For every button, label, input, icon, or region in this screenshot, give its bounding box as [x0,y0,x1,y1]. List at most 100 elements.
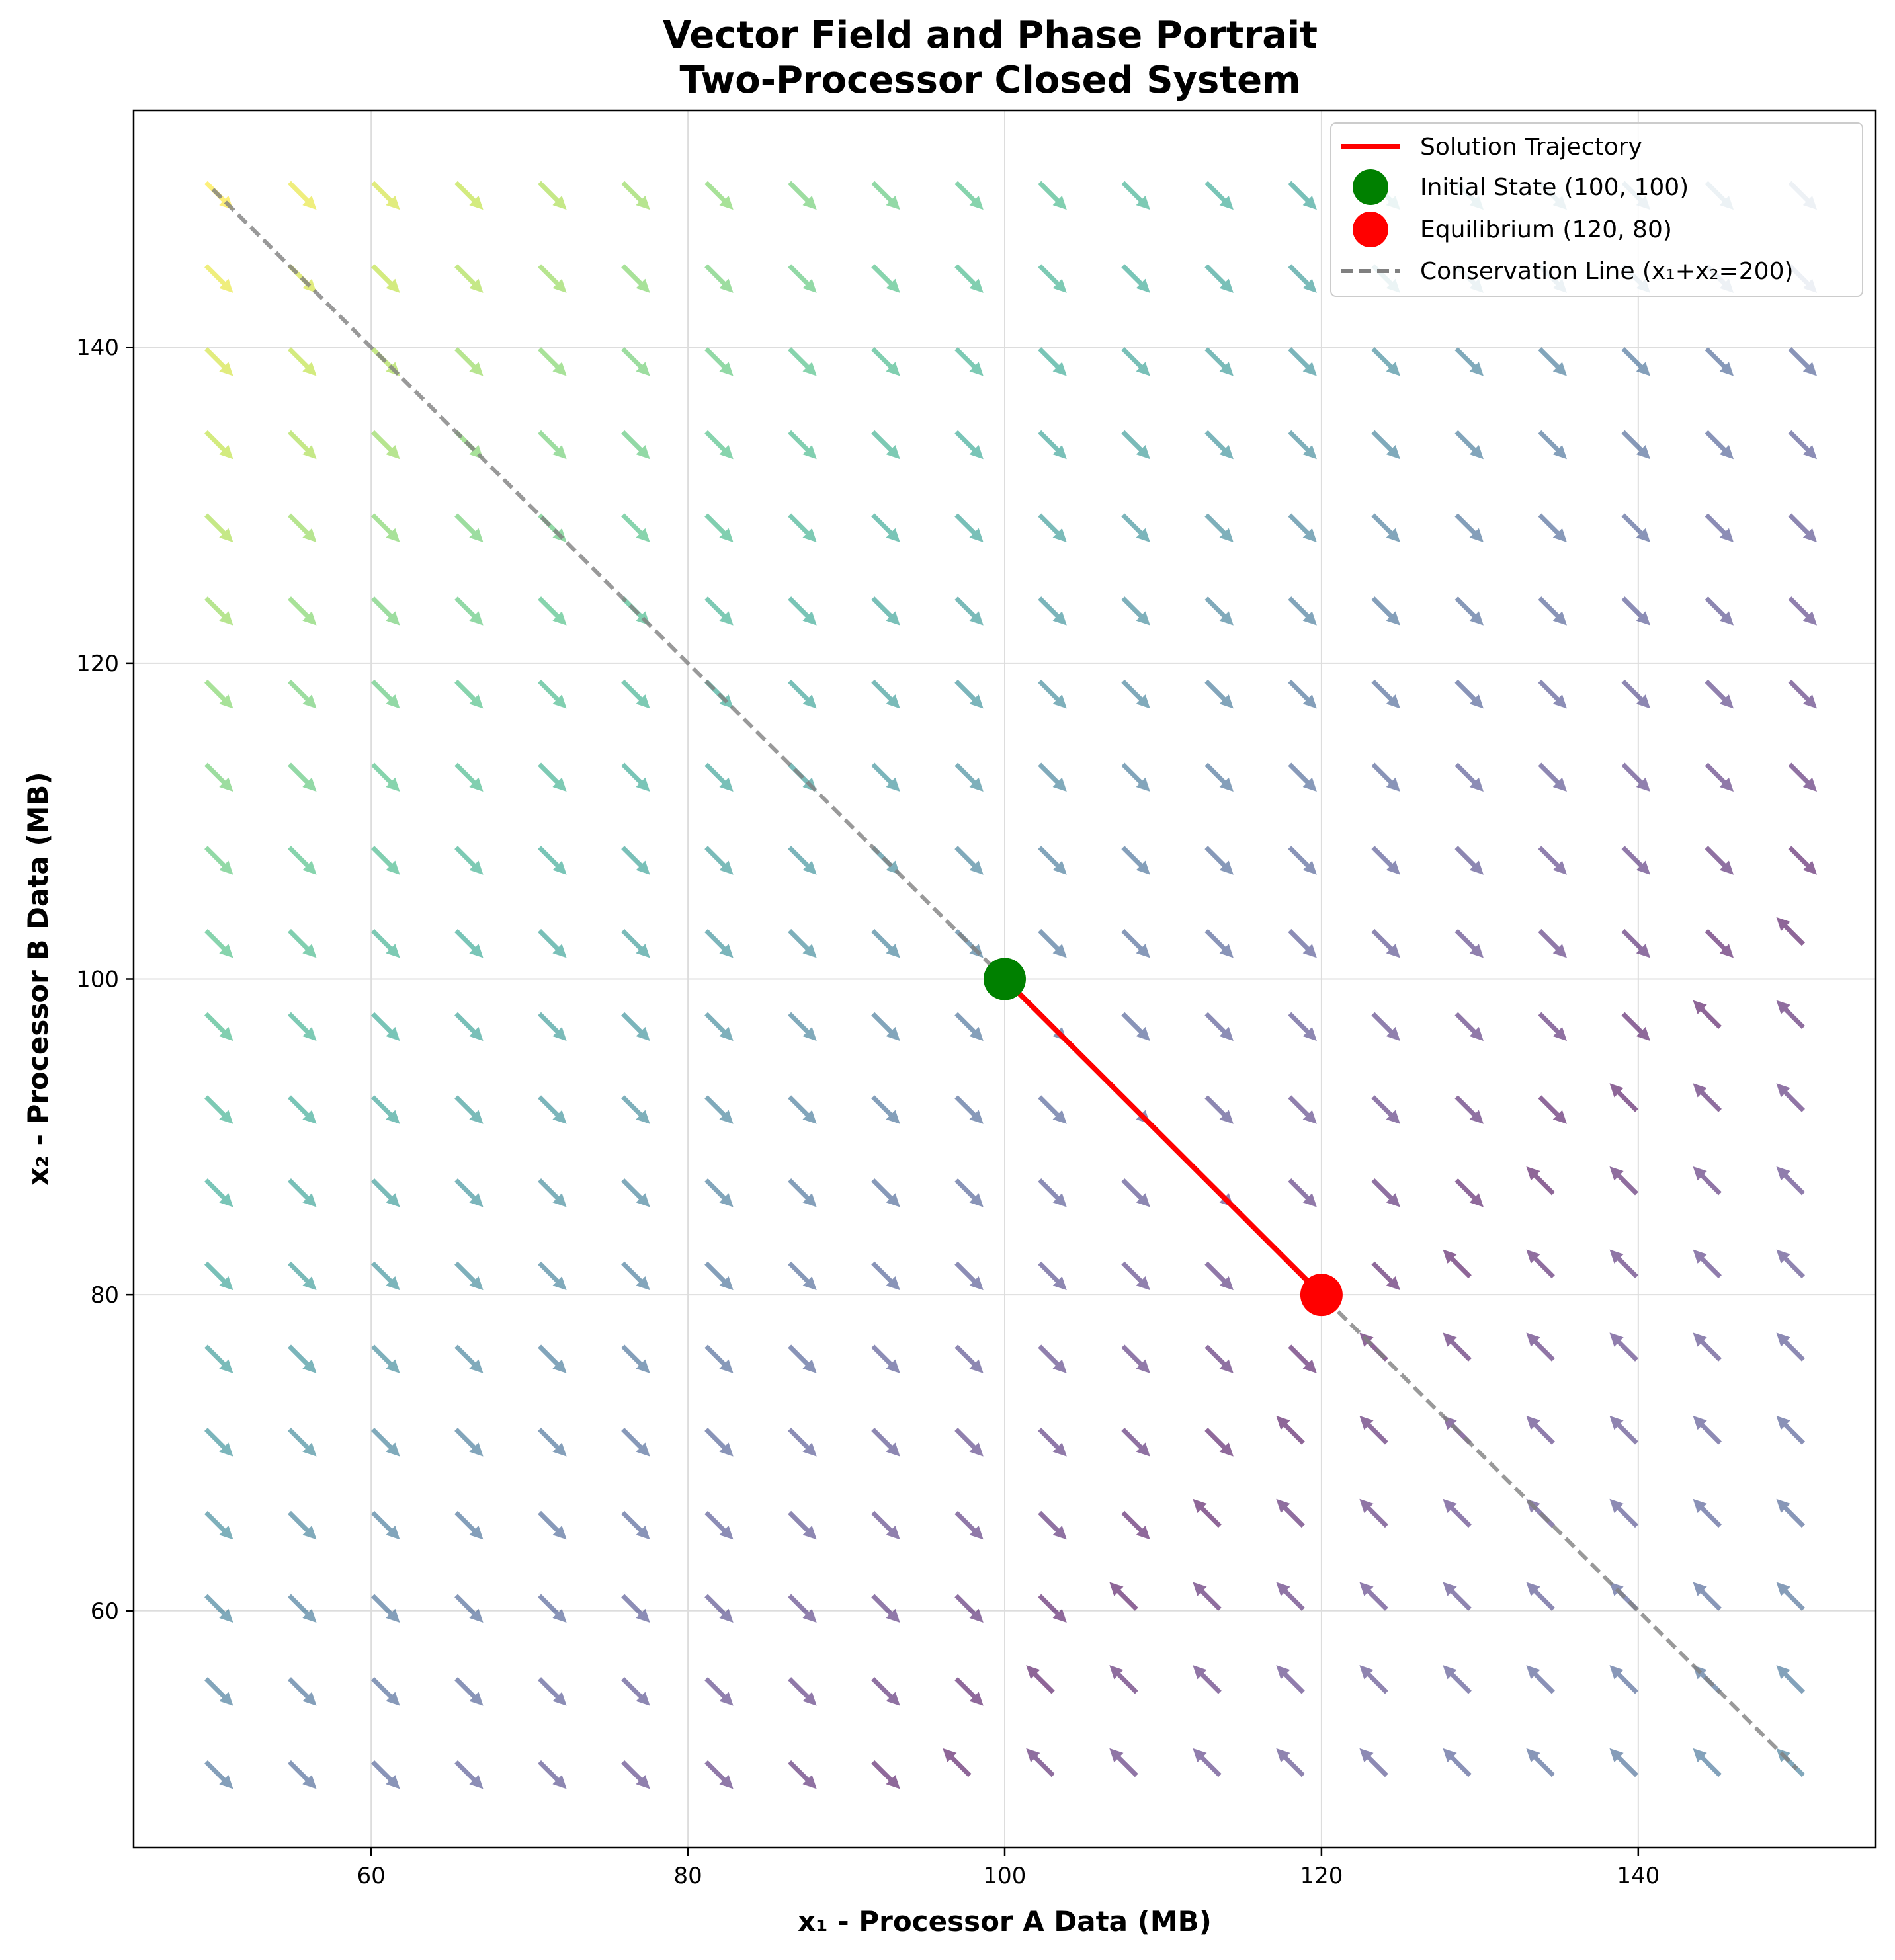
vector-arrow-head [1136,694,1150,709]
vector-arrow [1538,430,1567,460]
vector-arrow-head [1109,1665,1124,1680]
vector-arrow-head [802,1692,817,1706]
initial-state-marker [984,958,1026,1000]
vector-arrow [871,181,900,210]
vector-arrow-head [1052,528,1067,542]
vector-arrow [788,1677,817,1706]
vector-arrow [288,1677,317,1706]
vector-arrow-head [219,944,233,958]
vector-arrow-head [1469,611,1484,626]
vector-arrow [538,1510,567,1540]
vector-arrow-head [1276,1582,1290,1596]
vector-arrow-head [886,195,900,210]
vector-arrow-head [1052,1442,1067,1457]
vector-arrow [704,846,734,875]
vector-arrow [1526,1332,1555,1362]
vector-arrow [454,1428,484,1457]
vector-arrow-head [719,1026,734,1041]
vector-arrow-head [1636,528,1650,542]
vector-arrow [1776,1665,1806,1694]
vector-arrow-head [1136,1526,1150,1540]
vector-arrow [1454,1178,1484,1207]
vector-arrow-head [1136,278,1150,293]
vector-arrow-head [719,362,734,376]
vector-arrow [1359,1416,1388,1445]
vector-arrow [1359,1582,1388,1611]
vector-arrow [1693,1582,1722,1611]
vector-arrow [1621,513,1650,542]
vector-arrow-head [386,1359,400,1373]
vector-arrow [288,347,317,376]
vector-arrow [954,430,984,460]
vector-arrow-head [1219,860,1234,875]
vector-arrow-head [1136,1359,1150,1373]
vector-arrow [871,1594,900,1623]
vector-arrow [538,596,567,626]
vector-arrow-head [469,1775,484,1789]
vector-arrow-head [1719,860,1734,875]
vector-arrow [788,264,817,293]
vector-arrow-head [219,1775,233,1789]
y-tick-label: 60 [91,1598,119,1625]
vector-arrow [1705,846,1734,875]
vector-arrow-head [1386,1110,1400,1124]
vector-arrow-head [886,1193,900,1207]
vector-arrow [1371,1178,1400,1207]
vector-arrow [1288,430,1317,460]
vector-arrow-head [719,278,734,293]
axis-ticks: 60 80 100 120 140 60 80 100 120 140 [76,335,1660,1889]
vector-arrow [1609,1166,1638,1196]
vector-arrow [788,1012,817,1041]
vector-arrow [1621,347,1650,376]
vector-arrow-head [1193,1665,1207,1680]
vector-arrow-head [1219,362,1234,376]
vector-arrow [788,1261,817,1291]
vector-arrow-head [1443,1332,1457,1347]
vector-arrow-head [302,1026,317,1041]
vector-arrow [1276,1665,1305,1694]
vector-arrow [954,264,984,293]
y-tick-label: 80 [91,1282,119,1309]
vector-arrow-head [1776,1582,1790,1596]
vector-arrow [371,846,400,875]
vector-arrow [621,846,650,875]
vector-arrow-head [1276,1416,1290,1430]
vector-arrow [621,762,650,792]
vector-arrow-head [886,1608,900,1623]
vector-arrow [454,1677,484,1706]
vector-arrow [1121,1261,1150,1291]
vector-arrow-head [886,1110,900,1124]
vector-arrow-head [302,1110,317,1124]
vector-arrow-head [1469,694,1484,709]
vector-arrow-head [386,1193,400,1207]
vector-arrow-head [1719,694,1734,709]
vector-arrow [1776,1498,1806,1528]
vector-arrow-head [969,528,984,542]
vector-arrow [288,513,317,542]
vector-arrow-head [1052,1193,1067,1207]
vector-arrow-head [969,195,984,210]
vector-arrow [204,1178,233,1207]
vector-arrow-head [1359,1748,1374,1763]
vector-arrow-head [1636,694,1650,709]
vector-arrow-head [1469,445,1484,460]
vector-arrow-head [302,1276,317,1291]
vector-arrow-head [219,1110,233,1124]
vector-arrow-head [636,362,650,376]
vector-arrow-head [219,694,233,709]
vector-arrow [1526,1582,1555,1611]
vector-arrow [1621,846,1650,875]
vector-arrow [1276,1498,1305,1528]
vector-arrow-head [1136,1276,1150,1291]
vector-arrow [1526,1166,1555,1196]
vector-arrow-head [719,1608,734,1623]
vector-arrow [1454,596,1484,626]
vector-arrow-head [1109,1582,1124,1596]
vector-arrow-head [552,777,567,792]
vector-arrow-head [969,1526,984,1540]
vector-arrow [704,264,734,293]
vector-arrow [1788,513,1818,542]
vector-arrow-head [386,860,400,875]
vector-arrow-head [386,1526,400,1540]
vector-arrow [1204,596,1234,626]
